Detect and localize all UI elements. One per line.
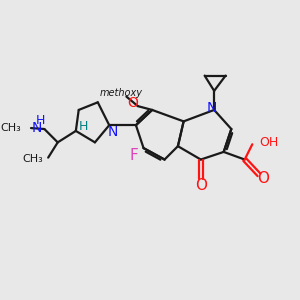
Text: N: N (207, 101, 217, 115)
Text: OH: OH (259, 136, 278, 149)
Text: H: H (79, 120, 88, 133)
Text: O: O (257, 171, 269, 186)
Text: O: O (128, 96, 139, 110)
Text: N: N (108, 125, 118, 139)
Text: methoxy: methoxy (99, 88, 142, 98)
Text: N: N (32, 121, 43, 135)
Text: O: O (195, 178, 207, 193)
Text: CH₃: CH₃ (1, 123, 22, 133)
Text: CH₃: CH₃ (23, 154, 44, 164)
Text: F: F (130, 148, 138, 163)
Text: H: H (36, 114, 45, 127)
